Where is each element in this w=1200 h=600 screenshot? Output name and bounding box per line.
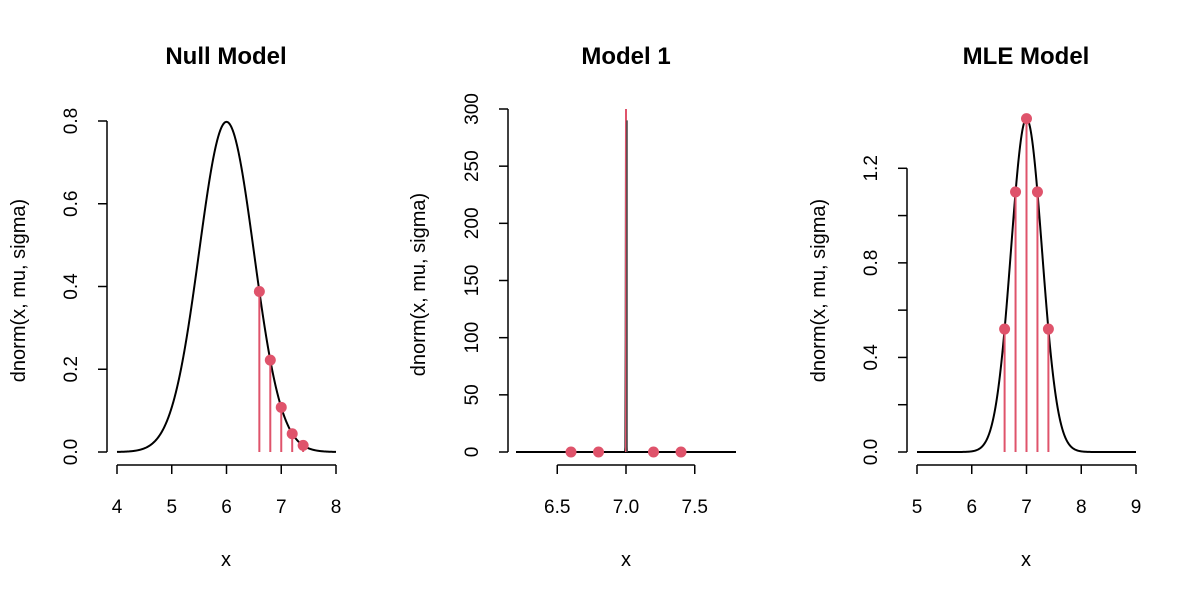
data-point	[253, 285, 265, 297]
data-point	[648, 446, 659, 458]
x-tick-label: 7	[1021, 497, 1032, 518]
data-point	[1010, 186, 1022, 198]
panel-3: MLE Model 5 6 7 8 9 x 0.0 0.4 0.8 1.2 dnorm(x, mu, …	[808, 43, 1141, 571]
y-tick-label: 250	[462, 150, 483, 182]
x-axis-label: x	[621, 549, 631, 571]
x-tick-label: 7.0	[613, 497, 639, 518]
panel-1: Null Model 4 5 6 7 8 x 0.0 0.2 0.4 0.6 0.8 dnorm(x, …	[8, 43, 341, 571]
chart-title: MLE Model	[963, 43, 1090, 70]
y-tick-label: 0.8	[861, 250, 882, 276]
y-tick-label: 150	[462, 265, 483, 297]
y-tick-label: 0.8	[61, 108, 82, 134]
data-point	[675, 446, 687, 458]
data-point	[286, 428, 298, 440]
y-tick-label: 0.6	[61, 191, 82, 217]
y-axis-label: dnorm(x, mu, sigma)	[8, 199, 30, 382]
data-point	[275, 401, 287, 413]
y-tick-label: 0.4	[61, 273, 82, 300]
x-axis-label: x	[221, 549, 231, 571]
y-axis-label: dnorm(x, mu, sigma)	[808, 199, 830, 382]
y-tick-label: 0.0	[61, 439, 82, 465]
x-tick-label: 6	[221, 497, 232, 518]
y-tick-label: 50	[462, 384, 483, 405]
y-tick-label: 300	[462, 93, 483, 125]
y-tick-label: 0	[462, 447, 483, 458]
chart-title: Model 1	[581, 43, 670, 70]
y-tick-label: 0.4	[861, 344, 882, 371]
x-tick-label: 8	[1076, 497, 1087, 518]
x-tick-label: 5	[912, 497, 923, 518]
data-point	[999, 323, 1011, 335]
x-tick-label: 7.5	[682, 497, 708, 518]
density-curve	[116, 120, 337, 453]
x-tick-label: 9	[1131, 497, 1142, 518]
y-tick-label: 1.2	[861, 155, 882, 181]
y-tick-label: 100	[462, 322, 483, 354]
data-point	[1021, 113, 1032, 125]
x-tick-label: 8	[331, 497, 342, 518]
data-point	[1031, 186, 1043, 198]
x-tick-label: 5	[166, 497, 177, 518]
y-tick-label: 0.0	[861, 439, 882, 465]
data-point	[264, 354, 276, 366]
x-tick-label: 4	[112, 497, 123, 518]
chart-title: Null Model	[165, 43, 286, 70]
y-tick-label: 0.2	[61, 356, 82, 382]
data-point	[565, 446, 577, 458]
data-point	[593, 446, 604, 458]
x-tick-label: 7	[276, 497, 287, 518]
x-tick-label: 6.5	[544, 497, 570, 518]
data-point	[297, 439, 309, 451]
y-tick-label: 200	[462, 207, 483, 239]
x-axis-label: x	[1021, 549, 1031, 571]
y-axis-label: dnorm(x, mu, sigma)	[408, 193, 430, 376]
x-tick-label: 6	[966, 497, 977, 518]
data-point	[1042, 323, 1054, 335]
panel-2: Model 1 6.5 7.0 7.5 x 0 50 100 150 200 250 300 dnorm…	[408, 43, 736, 571]
